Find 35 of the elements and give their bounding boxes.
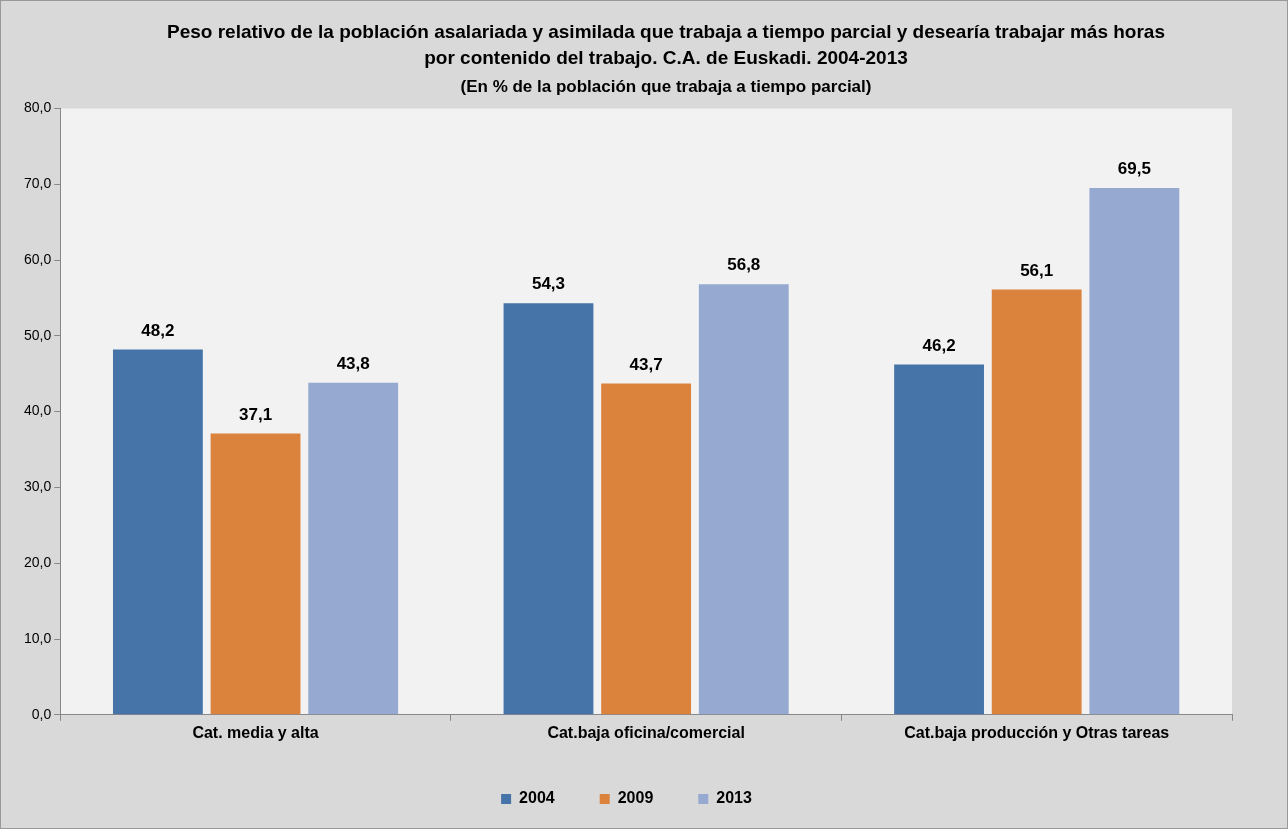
y-tick-label: 30,0 [24, 478, 52, 495]
bar [991, 289, 1082, 715]
y-tick-label: 70,0 [24, 175, 52, 192]
y-tick-label: 40,0 [24, 402, 52, 419]
bar [601, 383, 692, 715]
data-label: 69,5 [1117, 159, 1151, 179]
y-tick-label: 20,0 [24, 554, 52, 571]
bar [503, 303, 594, 715]
legend-label: 2004 [519, 789, 555, 807]
legend-label: 2013 [716, 789, 752, 807]
chart-subtitle: (En % de la población que trabaja a tiempo parcial) [459, 77, 873, 97]
y-tick-label: 50,0 [24, 326, 52, 343]
x-tick-label: Cat. media y alta [192, 723, 319, 741]
y-tick-label: 0,0 [31, 705, 52, 722]
data-label: 56,1 [1020, 260, 1054, 280]
data-label: 37,1 [238, 404, 273, 424]
data-label: 48,2 [141, 320, 175, 340]
bar [1089, 187, 1180, 715]
data-label: 46,2 [922, 335, 956, 355]
data-label: 54,3 [531, 274, 566, 294]
bar [308, 382, 399, 715]
x-tick-label: Cat.baja oficina/comercial [547, 723, 745, 741]
bar [698, 284, 789, 715]
bar [894, 364, 984, 715]
chart-title: Peso relativo de la población asalariada y asimilada que trabaja a tiempo parcial y desearía trabajar más horas por contenido del trabajo. C.A. de Euskadi. 2004-2013 [166, 20, 1166, 70]
legend-label: 2009 [617, 789, 654, 807]
y-tick-label: 60,0 [24, 250, 52, 267]
data-label: 43,8 [336, 353, 370, 373]
bar [210, 433, 301, 715]
data-label: 43,7 [629, 354, 663, 374]
x-tick-label: Cat.baja producción y Otras tareas [904, 723, 1170, 741]
data-label: 56,8 [727, 255, 761, 275]
y-tick-label: 10,0 [24, 629, 52, 646]
y-tick-label: 80,0 [24, 99, 52, 116]
bar [112, 349, 203, 715]
